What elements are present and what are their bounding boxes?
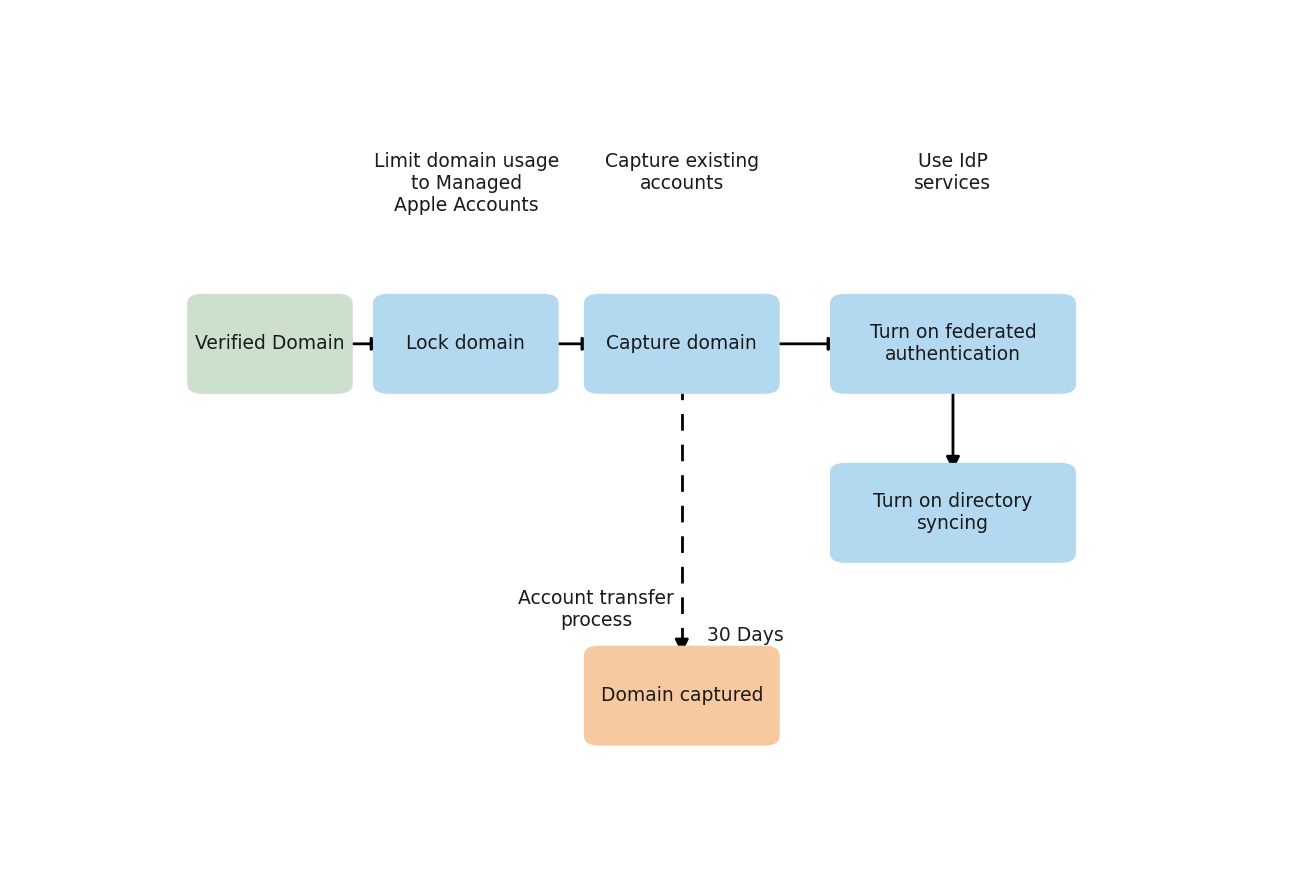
Text: Domain captured: Domain captured xyxy=(600,686,763,705)
FancyBboxPatch shape xyxy=(829,294,1076,394)
Text: Verified Domain: Verified Domain xyxy=(196,334,345,353)
Text: 30 Days: 30 Days xyxy=(706,625,784,645)
FancyBboxPatch shape xyxy=(829,463,1076,563)
Text: Use IdP
services: Use IdP services xyxy=(914,152,991,194)
Text: Capture existing
accounts: Capture existing accounts xyxy=(605,152,759,194)
FancyBboxPatch shape xyxy=(583,646,780,745)
FancyBboxPatch shape xyxy=(187,294,353,394)
Text: Lock domain: Lock domain xyxy=(407,334,525,353)
Text: Turn on directory
syncing: Turn on directory syncing xyxy=(874,492,1033,533)
Text: Account transfer
process: Account transfer process xyxy=(518,589,674,630)
FancyBboxPatch shape xyxy=(373,294,559,394)
Text: Limit domain usage
to Managed
Apple Accounts: Limit domain usage to Managed Apple Acco… xyxy=(373,152,559,215)
FancyBboxPatch shape xyxy=(583,294,780,394)
Text: Turn on federated
authentication: Turn on federated authentication xyxy=(870,323,1037,365)
Text: Capture domain: Capture domain xyxy=(607,334,757,353)
